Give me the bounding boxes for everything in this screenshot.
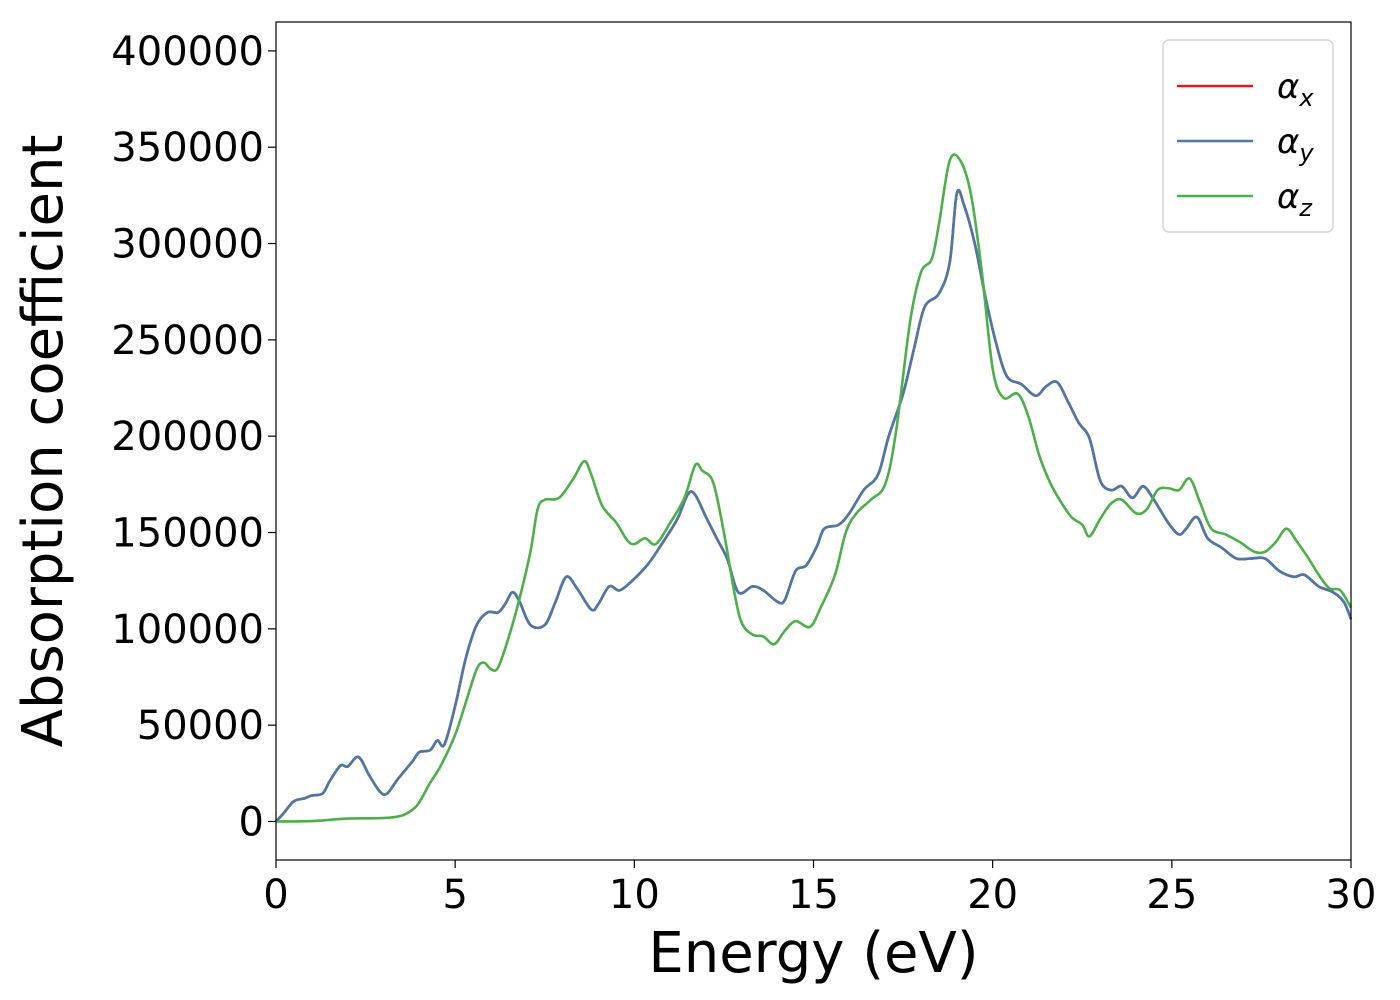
x-tick-label: 15 (788, 872, 839, 918)
series-line-x (275, 188, 1353, 823)
y-tick-label: 250000 (111, 318, 264, 364)
x-tick-label: 10 (609, 872, 660, 918)
legend-box (1162, 39, 1334, 233)
y-axis-title: Absorption coefficient (11, 135, 76, 748)
x-tick-label: 25 (1146, 872, 1197, 918)
series-layer (275, 153, 1353, 823)
x-axis-title: Energy (eV) (648, 921, 978, 986)
x-tick-label: 30 (1326, 872, 1377, 918)
y-tick-label: 50000 (137, 703, 264, 749)
y-tick-label: 0 (239, 799, 264, 845)
x-tick-label: 0 (263, 872, 288, 918)
y-tick-label: 400000 (111, 29, 264, 75)
y-tick-label: 100000 (111, 607, 264, 653)
y-tick-label: 300000 (111, 222, 264, 268)
y-tick-label: 150000 (111, 511, 264, 557)
axis-ticks: 0 5 10 15 20 25 30 0 50000 100000 150000 200000 2500… (111, 29, 1376, 918)
y-tick-label: 200000 (111, 414, 264, 460)
series-line-z (275, 153, 1353, 823)
x-tick-label: 5 (442, 872, 467, 918)
x-tick-label: 20 (967, 872, 1018, 918)
y-tick-label: 350000 (111, 125, 264, 171)
series-line-y (275, 188, 1353, 823)
